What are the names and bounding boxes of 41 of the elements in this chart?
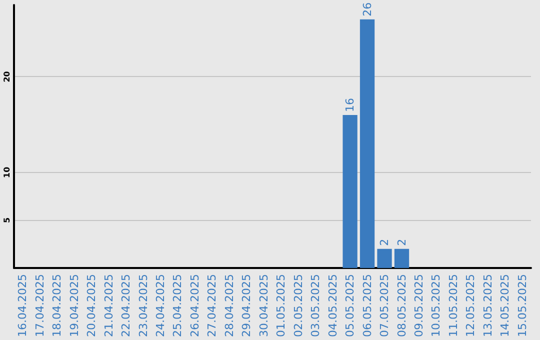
x-tick-label: 20.04.2025: [85, 274, 98, 338]
x-tick-label: 25.04.2025: [171, 274, 184, 338]
x-tick-label: 08.05.2025: [395, 274, 408, 338]
bar: [342, 114, 358, 268]
x-tick-label: 16.04.2025: [16, 274, 30, 338]
bar: [360, 19, 375, 268]
x-tick-label: 09.05.2025: [412, 274, 426, 338]
x-tick-label: 03.05.2025: [309, 274, 322, 338]
x-tick-label: 13.05.2025: [481, 274, 494, 338]
x-tick-label: 07.05.2025: [378, 274, 392, 338]
data-label: 26: [360, 2, 374, 16]
x-tick-label: 29.04.2025: [240, 274, 254, 338]
bar: [394, 248, 410, 268]
data-label: 2: [395, 238, 408, 246]
x-tick-label: 05.05.2025: [344, 274, 357, 338]
y-tick-label: 20: [2, 70, 12, 82]
data-label: 2: [378, 238, 392, 246]
x-tick-label: 06.05.2025: [360, 274, 374, 338]
data-label: 16: [344, 98, 357, 112]
x-tick-label: 28.04.2025: [222, 274, 236, 338]
x-tick-label: 10.05.2025: [430, 274, 443, 338]
x-tick-label: 30.04.2025: [257, 274, 270, 338]
x-tick-label: 04.05.2025: [326, 274, 340, 338]
x-tick-label: 17.04.2025: [33, 274, 46, 338]
x-tick-label: 15.05.2025: [516, 274, 529, 338]
x-tick-label: 11.05.2025: [446, 274, 460, 338]
x-tick-label: 02.05.2025: [292, 274, 305, 338]
y-tick-label: 10: [2, 166, 12, 178]
x-tick-label: 24.04.2025: [154, 274, 167, 338]
x-tick-label: 23.04.2025: [136, 274, 150, 338]
x-tick-label: 18.04.2025: [50, 274, 64, 338]
x-tick-label: 12.05.2025: [464, 274, 478, 338]
x-tick-label: 21.04.2025: [102, 274, 116, 338]
x-tick-label: 22.04.2025: [120, 274, 133, 338]
bar: [377, 248, 392, 268]
y-tick-label: 5: [2, 216, 12, 223]
x-tick-label: 14.05.2025: [498, 274, 512, 338]
x-tick-label: 01.05.2025: [274, 274, 288, 338]
x-tick-label: 26.04.2025: [188, 274, 202, 338]
x-tick-label: 19.04.2025: [68, 274, 81, 338]
x-tick-label: 27.04.2025: [206, 274, 219, 338]
